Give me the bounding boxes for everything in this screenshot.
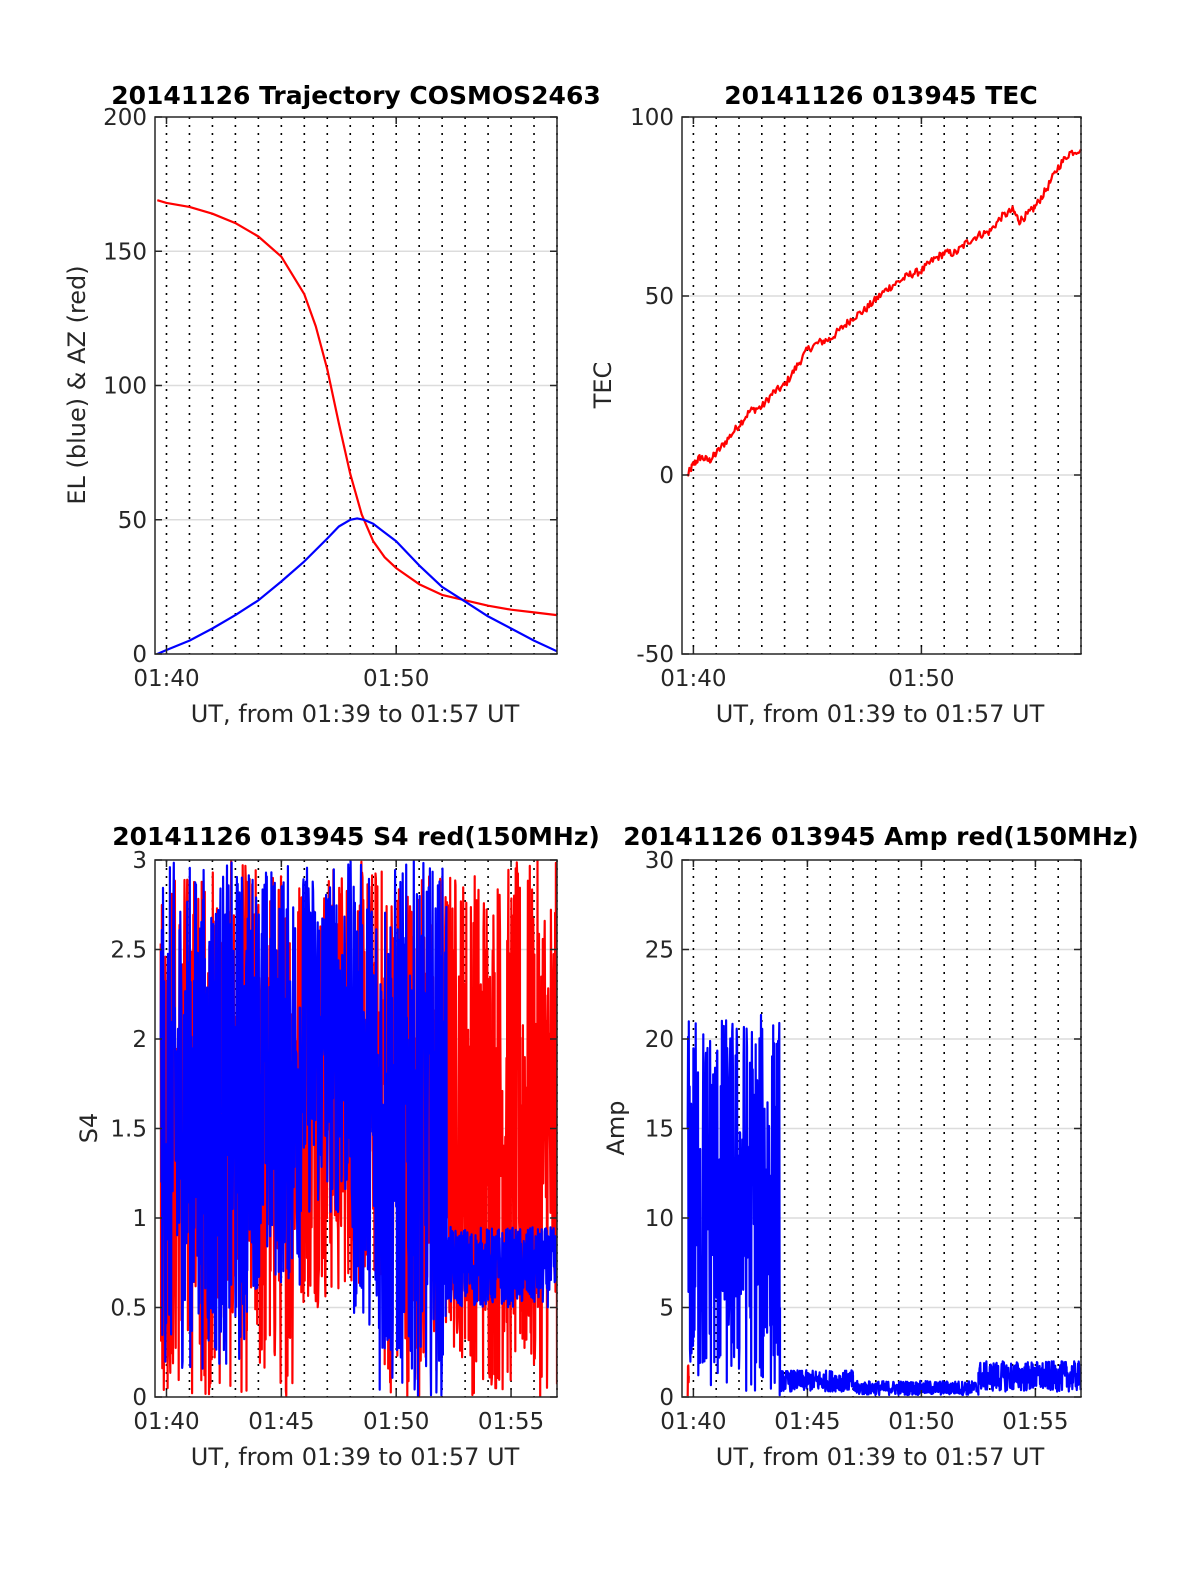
x-tick-label: 01:40 [660, 1409, 726, 1435]
chart-title: 20141126 Trajectory COSMOS2463 [111, 81, 601, 110]
x-tick-label: 01:50 [363, 1409, 429, 1435]
y-axis-label: S4 [75, 1113, 103, 1144]
y-tick-label: 150 [103, 239, 147, 265]
y-tick-label: 200 [103, 105, 147, 131]
series-group [686, 148, 1081, 477]
y-tick-label: 50 [645, 284, 674, 310]
panel-tec: 20141126 013945 TEC UT, from 01:39 to 01… [589, 81, 1082, 728]
y-tick-label: 100 [630, 105, 674, 131]
series-group [159, 860, 557, 1397]
x-tick-label: 01:55 [1002, 1409, 1068, 1435]
series-red-line [686, 1364, 690, 1397]
y-tick-label: 10 [645, 1206, 674, 1232]
chart-title: 20141126 013945 Amp red(150MHz) [623, 822, 1139, 851]
y-tick-label: 0 [659, 463, 674, 489]
y-tick-label: 3 [132, 848, 147, 874]
y-tick-label: 0 [132, 642, 147, 668]
y-axis-label: TEC [589, 362, 617, 410]
y-tick-label: 0 [659, 1385, 674, 1411]
x-tick-label: 01:50 [363, 666, 429, 692]
y-axis-label: EL (blue) & AZ (red) [63, 265, 91, 504]
series-blue-line [159, 860, 557, 1397]
y-tick-label: 1.5 [110, 1117, 147, 1143]
x-axis-label: UT, from 01:39 to 01:57 UT [191, 700, 520, 728]
x-tick-label: 01:40 [660, 666, 726, 692]
x-tick-label: 01:40 [133, 666, 199, 692]
x-tick-label: 01:55 [478, 1409, 544, 1435]
x-axis-label: UT, from 01:39 to 01:57 UT [716, 1443, 1045, 1471]
series-blue-line [686, 1013, 1081, 1397]
y-tick-label: 30 [645, 848, 674, 874]
y-tick-label: 15 [645, 1117, 674, 1143]
chart-title: 20141126 013945 S4 red(150MHz) [112, 822, 600, 851]
y-tick-label: 0.5 [110, 1296, 147, 1322]
y-axis-label: Amp [602, 1100, 630, 1155]
panel-amp: 20141126 013945 Amp red(150MHz) UT, from… [602, 822, 1139, 1471]
series-group [686, 1013, 1081, 1397]
series-blue-line [156, 517, 557, 654]
panel-trajectory: 20141126 Trajectory COSMOS2463 UT, from … [63, 81, 601, 728]
x-tick-label: 01:50 [888, 1409, 954, 1435]
x-tick-label: 01:45 [248, 1409, 314, 1435]
y-tick-label: 20 [645, 1027, 674, 1053]
panel-s4: 20141126 013945 S4 red(150MHz) UT, from … [75, 822, 600, 1471]
y-tick-label: 0 [132, 1385, 147, 1411]
series-group [156, 199, 557, 654]
y-tick-label: 50 [118, 508, 147, 534]
y-tick-label: -50 [636, 642, 674, 668]
series-red-line [686, 148, 1081, 477]
x-axis-label: UT, from 01:39 to 01:57 UT [191, 1443, 520, 1471]
chart-title: 20141126 013945 TEC [724, 81, 1037, 110]
axes-box [681, 116, 1082, 655]
x-tick-label: 01:45 [774, 1409, 840, 1435]
y-tick-label: 1 [132, 1206, 147, 1232]
y-tick-label: 25 [645, 938, 674, 964]
y-tick-label: 2.5 [110, 938, 147, 964]
y-tick-label: 100 [103, 374, 147, 400]
x-axis-label: UT, from 01:39 to 01:57 UT [716, 700, 1045, 728]
y-tick-label: 5 [659, 1296, 674, 1322]
x-tick-label: 01:40 [133, 1409, 199, 1435]
x-tick-label: 01:50 [888, 666, 954, 692]
y-tick-label: 2 [132, 1027, 147, 1053]
series-red-line [156, 199, 557, 617]
